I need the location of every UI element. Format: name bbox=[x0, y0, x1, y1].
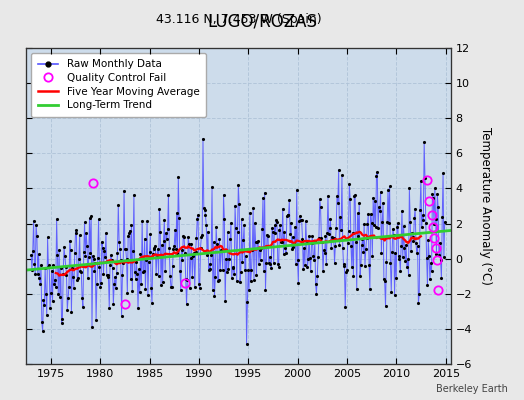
Title: 43.116 N, 7.453 W (Spain): 43.116 N, 7.453 W (Spain) bbox=[156, 13, 321, 26]
Y-axis label: Temperature Anomaly (°C): Temperature Anomaly (°C) bbox=[479, 127, 492, 285]
Text: Berkeley Earth: Berkeley Earth bbox=[436, 384, 508, 394]
Legend: Raw Monthly Data, Quality Control Fail, Five Year Moving Average, Long-Term Tren: Raw Monthly Data, Quality Control Fail, … bbox=[31, 53, 206, 117]
Text: LUGO/ROZAS: LUGO/ROZAS bbox=[207, 12, 317, 30]
